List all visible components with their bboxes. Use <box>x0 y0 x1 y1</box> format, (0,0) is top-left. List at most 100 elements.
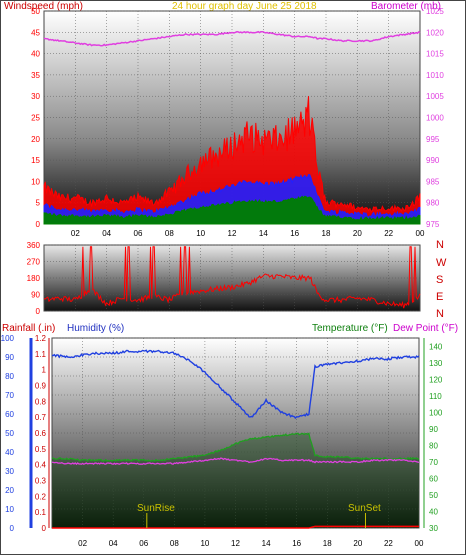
humidity-tick-7: 70 <box>5 391 14 400</box>
direction-tick-4: 360 <box>27 241 41 250</box>
windspeed-tick-9: 45 <box>31 28 40 37</box>
direction-letter-w: W <box>436 257 447 269</box>
sunset-label: SunSet <box>348 503 381 514</box>
barometer-series <box>43 30 421 47</box>
barometer-tick-1: 980 <box>426 199 440 208</box>
rainfall-tick-11: 1.1 <box>35 350 47 359</box>
windspeed-gust-series <box>43 96 421 225</box>
wind-xtick-06: 06 <box>134 229 143 238</box>
barometer-axis-label: Barometer (mb) <box>371 1 441 12</box>
rainfall-tick-9: 0.9 <box>35 382 47 391</box>
wind-xtick-14: 14 <box>259 229 268 238</box>
temperature-tick-1: 40 <box>429 507 438 516</box>
direction-tick-3: 270 <box>27 258 41 267</box>
humidity-series <box>52 349 420 420</box>
temperature-tick-0: 30 <box>429 524 438 533</box>
weather-xtick-04: 04 <box>109 539 118 548</box>
direction-letter-e: E <box>436 291 443 303</box>
temperature-tick-5: 80 <box>429 441 438 450</box>
graph-title: 24 hour graph day June 25 2018 <box>172 1 317 12</box>
humidity-axis-label: Humidity (%) <box>67 323 124 334</box>
wind-xtick-12: 12 <box>228 229 237 238</box>
rainfall-tick-10: 1 <box>42 366 47 375</box>
rainfall-tick-0: 0 <box>42 524 47 533</box>
windspeed-tick-10: 50 <box>31 7 40 16</box>
direction-tick-0: 0 <box>36 307 41 316</box>
dewpoint-axis-label: Dew Point (°F) <box>393 323 458 334</box>
humidity-tick-3: 30 <box>5 467 14 476</box>
axis-ticks: 0510152025303540455097598098599099510001… <box>1 7 445 548</box>
windspeed-tick-5: 25 <box>31 114 40 123</box>
humidity-tick-10: 100 <box>1 334 15 343</box>
windspeed-tick-7: 35 <box>31 71 40 80</box>
temperature-tick-4: 70 <box>429 458 438 467</box>
barometer-tick-5: 1000 <box>426 114 444 123</box>
barometer-tick-4: 995 <box>426 135 440 144</box>
temperature-series <box>51 432 420 462</box>
temperature-axis-label: Temperature (°F) <box>312 323 388 334</box>
series-lines <box>43 30 421 529</box>
rainfall-axis-label: Rainfall (.in) <box>2 323 55 334</box>
barometer-tick-6: 1005 <box>426 92 444 101</box>
weather-xtick-22: 22 <box>384 539 393 548</box>
windspeed-tick-8: 40 <box>31 50 40 59</box>
windspeed-axis-label: Windspeed (mph) <box>4 1 83 12</box>
rainfall-tick-4: 0.4 <box>35 461 47 470</box>
direction-letter-n-top: N <box>436 239 444 251</box>
rainfall-tick-12: 1.2 <box>35 334 47 343</box>
humidity-tick-4: 40 <box>5 448 14 457</box>
windspeed-low-series <box>43 195 421 225</box>
windspeed-tick-3: 15 <box>31 156 40 165</box>
barometer-tick-10: 1025 <box>426 7 444 16</box>
direction-tick-1: 90 <box>31 291 40 300</box>
wind-xtick-02: 02 <box>71 229 80 238</box>
weather-xtick-16: 16 <box>292 539 301 548</box>
temperature-tick-11: 140 <box>429 342 443 351</box>
weather-xtick-00: 00 <box>415 539 424 548</box>
weather-xtick-10: 10 <box>200 539 209 548</box>
windspeed-tick-6: 30 <box>31 92 40 101</box>
temperature-tick-3: 60 <box>429 474 438 483</box>
wind-xtick-08: 08 <box>165 229 174 238</box>
barometer-tick-0: 975 <box>426 220 440 229</box>
windspeed-average-series <box>43 174 421 225</box>
temperature-tick-2: 50 <box>429 491 438 500</box>
temperature-tick-10: 130 <box>429 359 443 368</box>
direction-letter-s: S <box>436 274 443 286</box>
rainfall-tick-3: 0.3 <box>35 477 47 486</box>
weather-xtick-02: 02 <box>78 539 87 548</box>
wind-xtick-10: 10 <box>196 229 205 238</box>
rainfall-tick-6: 0.6 <box>35 429 47 438</box>
sunrise-label: SunRise <box>137 503 175 514</box>
wind-direction-series <box>43 246 421 309</box>
windspeed-tick-1: 5 <box>36 199 41 208</box>
weather-xtick-18: 18 <box>323 539 332 548</box>
humidity-tick-1: 10 <box>5 505 14 514</box>
wind-xtick-20: 20 <box>353 229 362 238</box>
wind-xtick-04: 04 <box>102 229 111 238</box>
wind-xtick-16: 16 <box>290 229 299 238</box>
weather-xtick-14: 14 <box>262 539 271 548</box>
temperature-tick-7: 100 <box>429 408 443 417</box>
rainfall-tick-5: 0.5 <box>35 445 47 454</box>
rainfall-tick-2: 0.2 <box>35 492 47 501</box>
barometer-tick-3: 990 <box>426 156 440 165</box>
rainfall-tick-8: 0.8 <box>35 397 47 406</box>
humidity-tick-6: 60 <box>5 410 14 419</box>
rainfall-tick-7: 0.7 <box>35 413 47 422</box>
direction-tick-2: 180 <box>27 274 41 283</box>
temperature-tick-8: 110 <box>429 392 442 401</box>
dewpoint-series <box>51 457 420 466</box>
humidity-tick-0: 0 <box>10 524 15 533</box>
temperature-tick-9: 120 <box>429 375 443 384</box>
weather-xtick-08: 08 <box>170 539 179 548</box>
humidity-tick-8: 80 <box>5 372 14 381</box>
wind-xtick-18: 18 <box>322 229 331 238</box>
windspeed-tick-2: 10 <box>31 177 40 186</box>
barometer-tick-9: 1020 <box>426 28 444 37</box>
barometer-tick-8: 1015 <box>426 50 444 59</box>
wind-xtick-22: 22 <box>384 229 393 238</box>
rainfall-series <box>52 525 419 529</box>
humidity-tick-5: 50 <box>5 429 14 438</box>
